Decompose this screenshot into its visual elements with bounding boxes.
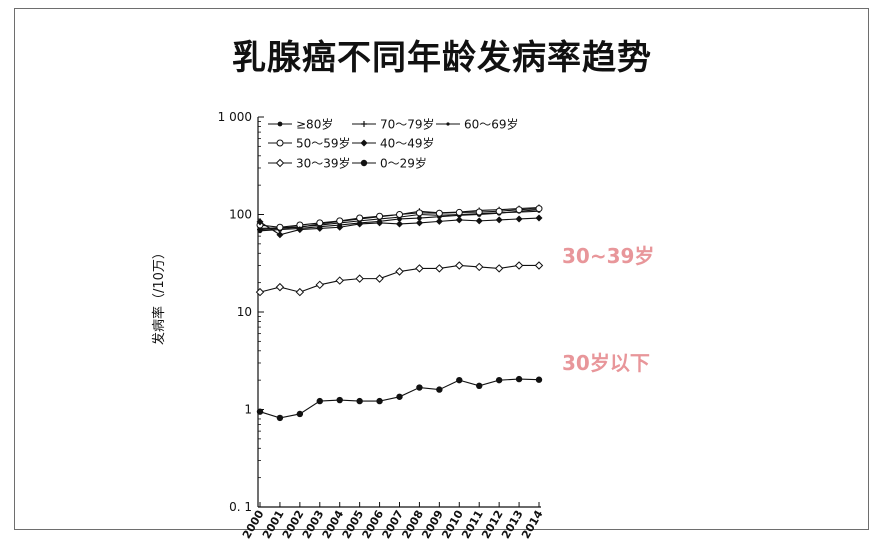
data-point-series-3 <box>535 205 543 213</box>
data-point-series-3 <box>515 206 523 214</box>
data-point-series-6 <box>436 386 443 393</box>
data-point-series-6 <box>356 397 363 405</box>
legend-label: 40～49岁 <box>380 136 435 151</box>
data-point-series-4 <box>296 226 304 234</box>
data-point-series-6 <box>276 414 284 422</box>
data-point-series-4 <box>435 217 443 225</box>
data-point-series-6 <box>316 397 323 405</box>
data-point-series-3 <box>455 208 463 216</box>
data-point-series-5 <box>355 274 364 283</box>
data-point-series-5 <box>275 282 285 292</box>
data-point-series-6 <box>296 410 304 418</box>
data-point-series-3 <box>336 217 344 225</box>
data-point-series-4 <box>415 219 423 227</box>
data-point-series-4 <box>455 216 463 224</box>
annotation-under-30: 30岁以下 <box>562 351 650 375</box>
data-point-series-6 <box>495 376 503 384</box>
legend-marker <box>276 139 284 147</box>
legend-marker <box>360 159 368 167</box>
data-point-series-4 <box>276 231 284 239</box>
data-point-series-6 <box>476 382 483 390</box>
data-point-series-4 <box>396 220 403 228</box>
data-point-series-4 <box>256 218 264 226</box>
data-point-series-3 <box>435 209 443 217</box>
data-point-series-3 <box>495 207 503 215</box>
data-point-series-6 <box>396 393 403 400</box>
data-point-series-3 <box>415 209 423 217</box>
legend-label: 0～29岁 <box>380 156 427 171</box>
data-point-series-5 <box>534 261 544 270</box>
legend-marker <box>275 158 285 168</box>
legend-label: 70～79岁 <box>380 117 435 132</box>
y-tick-label: 1 <box>244 403 252 417</box>
data-point-series-0 <box>417 215 422 221</box>
data-point-series-5 <box>375 274 384 283</box>
data-point-series-4 <box>535 214 543 222</box>
data-point-series-6 <box>416 384 423 391</box>
data-point-series-6 <box>515 375 523 383</box>
data-point-series-4 <box>515 215 523 223</box>
data-point-series-6 <box>376 397 383 405</box>
data-point-series-5 <box>315 280 324 290</box>
data-point-series-5 <box>514 261 524 270</box>
data-point-series-6 <box>336 396 343 404</box>
legend-marker <box>277 121 283 127</box>
data-point-series-6 <box>256 408 264 415</box>
data-point-series-5 <box>435 264 444 273</box>
legend-label: ≥80岁 <box>296 117 333 132</box>
y-tick-label: 0. 1 <box>229 500 252 514</box>
legend-label: 60～69岁 <box>464 117 519 132</box>
data-point-series-4 <box>495 216 503 224</box>
data-point-series-5 <box>255 287 265 297</box>
legend-marker <box>446 122 450 126</box>
data-point-series-3 <box>376 212 384 220</box>
data-point-series-4 <box>356 220 364 228</box>
data-point-series-5 <box>494 264 504 273</box>
y-tick-label: 10 <box>237 305 252 319</box>
data-point-series-5 <box>415 264 424 273</box>
legend-label: 30～39岁 <box>296 156 351 171</box>
legend-marker <box>361 121 367 127</box>
legend-label: 50～59岁 <box>296 136 351 151</box>
data-point-series-3 <box>276 223 284 231</box>
data-point-series-4 <box>316 224 324 232</box>
data-point-series-4 <box>475 217 483 225</box>
data-point-series-5 <box>395 267 404 276</box>
data-point-series-4 <box>336 223 344 231</box>
data-point-series-6 <box>535 376 543 383</box>
data-point-series-5 <box>475 262 484 272</box>
x-tick-label: 2014 <box>519 508 546 541</box>
data-point-series-5 <box>295 287 305 297</box>
annotation-30-39: 30~39岁 <box>562 244 655 268</box>
y-tick-label: 1 000 <box>218 110 252 124</box>
data-point-series-6 <box>456 376 463 384</box>
chart-title: 乳腺癌不同年龄发病率趋势 <box>232 38 652 78</box>
data-point-series-4 <box>376 219 384 227</box>
data-point-series-3 <box>356 214 364 222</box>
data-point-series-3 <box>475 208 483 216</box>
data-point-series-3 <box>396 211 403 218</box>
data-point-series-5 <box>335 276 344 285</box>
legend-marker <box>360 139 368 147</box>
y-tick-label: 100 <box>229 208 252 222</box>
data-point-series-5 <box>455 261 464 270</box>
